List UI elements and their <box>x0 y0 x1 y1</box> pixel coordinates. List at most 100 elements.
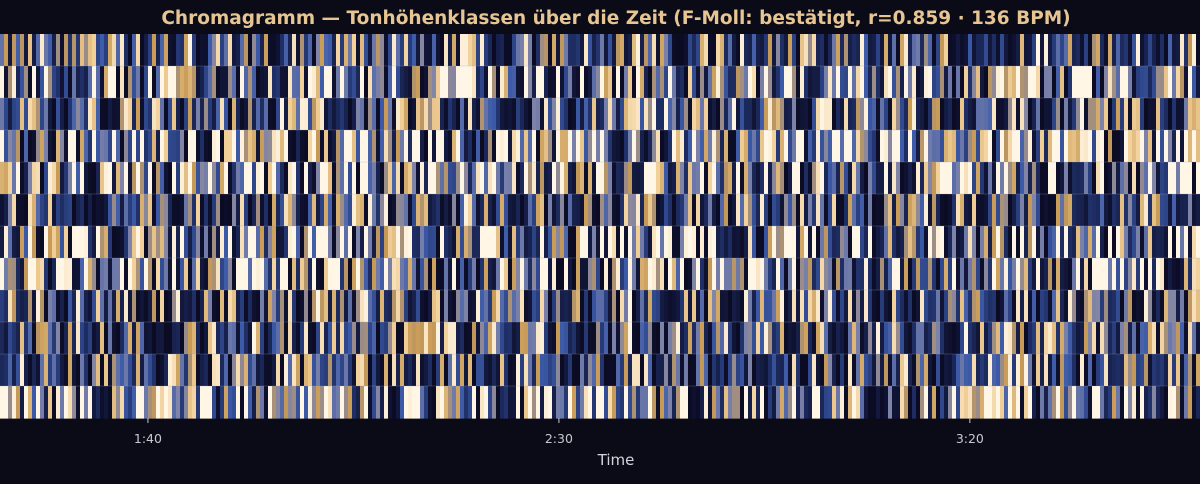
heatmap-cell <box>24 322 29 355</box>
heatmap-cell <box>608 34 613 67</box>
heatmap-cell <box>100 386 105 419</box>
heatmap-cell <box>800 98 805 131</box>
heatmap-cell <box>1024 258 1029 291</box>
heatmap-cell <box>592 194 597 227</box>
heatmap-cell <box>1180 66 1185 99</box>
heatmap-cell <box>160 194 165 227</box>
heatmap-cell <box>244 34 249 67</box>
heatmap-cell <box>248 194 253 227</box>
heatmap-cell <box>616 98 621 131</box>
heatmap-cell <box>708 386 713 419</box>
heatmap-cell <box>712 386 717 419</box>
heatmap-cell <box>888 322 893 355</box>
heatmap-cell <box>864 162 869 195</box>
heatmap-cell <box>596 194 601 227</box>
heatmap-cell <box>476 322 481 355</box>
heatmap-cell <box>88 162 93 195</box>
heatmap-cell <box>692 66 697 99</box>
heatmap-cell <box>1092 354 1097 387</box>
heatmap-cell <box>536 34 541 67</box>
heatmap-cell <box>920 194 925 227</box>
heatmap-cell <box>928 130 933 163</box>
heatmap-cell <box>944 322 949 355</box>
heatmap-cell <box>1156 258 1161 291</box>
heatmap-cell <box>996 354 1001 387</box>
heatmap-cell <box>620 322 625 355</box>
heatmap-cell <box>336 66 341 99</box>
heatmap-cell <box>24 98 29 131</box>
heatmap-cell <box>200 194 205 227</box>
heatmap-cell <box>40 322 45 355</box>
heatmap-cell <box>212 354 217 387</box>
heatmap-cell <box>1188 386 1193 419</box>
heatmap-cell <box>900 162 905 195</box>
heatmap-cell <box>420 34 425 67</box>
heatmap-cell <box>484 258 489 291</box>
heatmap-cell <box>1052 66 1057 99</box>
heatmap-cell <box>792 98 797 131</box>
heatmap-cell <box>584 290 589 323</box>
heatmap-cell <box>724 194 729 227</box>
heatmap-cell <box>864 98 869 131</box>
heatmap-cell <box>404 130 409 163</box>
heatmap-cell <box>564 226 569 259</box>
heatmap-cell <box>564 162 569 195</box>
heatmap-cell <box>676 354 681 387</box>
heatmap-cell <box>112 354 117 387</box>
heatmap-cell <box>300 226 305 259</box>
heatmap-cell <box>624 194 629 227</box>
heatmap-cell <box>776 226 781 259</box>
heatmap-cell <box>976 322 981 355</box>
heatmap-cell <box>692 34 697 67</box>
heatmap-cell <box>824 130 829 163</box>
heatmap-cell <box>640 130 645 163</box>
heatmap-cell <box>1036 258 1041 291</box>
heatmap-cell <box>1052 322 1057 355</box>
heatmap-cell <box>1048 130 1053 163</box>
heatmap-cell <box>908 354 913 387</box>
heatmap-cell <box>804 258 809 291</box>
heatmap-cell <box>156 66 161 99</box>
heatmap-cell <box>312 226 317 259</box>
x-tick-label: 3:20 <box>956 431 984 446</box>
heatmap-cell <box>744 66 749 99</box>
heatmap-cell <box>976 66 981 99</box>
heatmap-cell <box>1064 258 1069 291</box>
heatmap-cell <box>972 66 977 99</box>
heatmap-cell <box>844 34 849 67</box>
heatmap-cell <box>464 66 469 99</box>
heatmap-cell <box>1012 290 1017 323</box>
heatmap-cell <box>772 258 777 291</box>
heatmap-cell <box>148 194 153 227</box>
heatmap-cell <box>1096 194 1101 227</box>
heatmap-cell <box>788 258 793 291</box>
heatmap-cell <box>0 98 5 131</box>
heatmap-cell <box>428 130 433 163</box>
heatmap-cell <box>456 194 461 227</box>
heatmap-cell <box>1104 354 1109 387</box>
heatmap-cell <box>328 354 333 387</box>
heatmap-cell <box>64 66 69 99</box>
heatmap-cell <box>152 34 157 67</box>
heatmap-cell <box>116 34 121 67</box>
heatmap-cell <box>804 386 809 419</box>
heatmap-cell <box>32 354 37 387</box>
heatmap-cell <box>484 130 489 163</box>
heatmap-cell <box>1008 98 1013 131</box>
heatmap-cell <box>188 322 193 355</box>
heatmap-cell <box>404 98 409 131</box>
heatmap-cell <box>632 34 637 67</box>
heatmap-cell <box>324 322 329 355</box>
heatmap-cell <box>56 194 61 227</box>
heatmap-cell <box>820 354 825 387</box>
heatmap-cell <box>44 98 49 131</box>
heatmap-cell <box>656 162 661 195</box>
heatmap-cell <box>300 258 305 291</box>
heatmap-cell <box>856 258 861 291</box>
heatmap-cell <box>412 322 417 355</box>
heatmap-cell <box>280 322 285 355</box>
heatmap-cell <box>600 354 605 387</box>
heatmap-cell <box>352 354 357 387</box>
heatmap-cell <box>760 162 765 195</box>
heatmap-cell <box>348 290 353 323</box>
